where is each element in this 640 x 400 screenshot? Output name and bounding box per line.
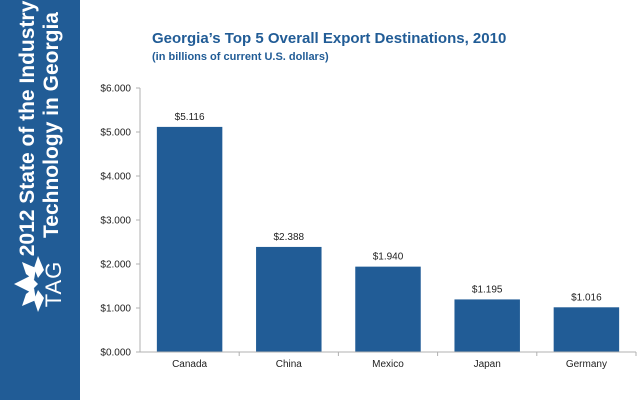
y-tick-label: $2.000 (100, 260, 131, 271)
y-tick-label: $3.000 (100, 216, 131, 227)
data-label-mexico: $1.940 (373, 252, 404, 263)
bar-japan (454, 299, 520, 352)
tag-logo-icon (14, 256, 44, 312)
bar-germany (553, 307, 620, 352)
x-tick-label-japan: Japan (474, 359, 501, 370)
sidebar-title-line-2: Technology in Georgia (40, 12, 63, 238)
y-tick-label: $1.000 (100, 304, 131, 315)
data-label-germany: $1.016 (571, 292, 602, 303)
bar-canada (156, 126, 223, 353)
sidebar: 2012 State of the Industry: Technology i… (0, 0, 80, 400)
y-axis: $0.000 $1.000 $2.000 $3.000 $4.000 $5.000 $6.0… (100, 84, 141, 359)
x-tick-label-mexico: Mexico (372, 359, 404, 370)
sidebar-title-line-1: 2012 State of the Industry: (16, 0, 39, 257)
y-tick-label: $4.000 (100, 172, 131, 183)
bar-china (256, 246, 322, 352)
x-tick-label-canada: Canada (172, 359, 207, 370)
data-labels: $5.116 $2.388 $1.940 $1.195 $1.016 (175, 112, 602, 303)
bar-mexico (355, 266, 421, 352)
data-label-canada: $5.116 (175, 112, 205, 123)
chart-title: Georgia’s Top 5 Overall Export Destinati… (152, 30, 507, 47)
bar-chart: $0.000 $1.000 $2.000 $3.000 $4.000 $5.000 $6.0… (100, 84, 637, 370)
y-tick-label: $0.000 (100, 348, 131, 359)
data-label-china: $2.388 (274, 232, 305, 243)
y-tick-label: $5.000 (100, 128, 131, 139)
x-axis: Canada China Mexico Japan Germany (140, 351, 637, 370)
x-tick-label-china: China (276, 359, 303, 370)
bars (156, 126, 620, 353)
data-label-japan: $1.195 (472, 284, 503, 295)
y-tick-label: $6.000 (100, 84, 131, 95)
x-tick-label-germany: Germany (566, 359, 607, 370)
chart-subtitle: (in billions of current U.S. dollars) (152, 51, 329, 63)
